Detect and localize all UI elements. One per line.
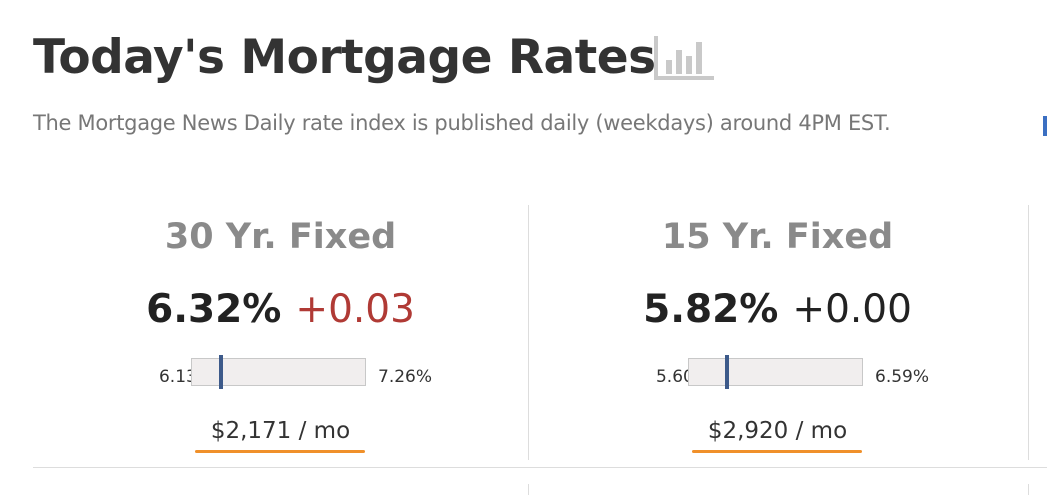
range-marker <box>219 355 224 389</box>
payment-text: $2,920 / mo <box>707 418 848 444</box>
range-high: 6.59% <box>875 367 930 387</box>
rate-value: 5.82% <box>643 287 779 332</box>
divider <box>1028 205 1029 460</box>
payment-underline <box>692 450 862 453</box>
rate-value: 6.32% <box>146 287 282 332</box>
divider <box>33 467 1047 468</box>
monthly-payment: $2,920 / mo <box>530 418 1025 444</box>
rate-card: 30 Yr. Fixed 6.32% +0.03 6.13% 7.26% $2,171 /… <box>33 205 528 465</box>
payment-text: $2,171 / mo <box>210 418 351 444</box>
page-subtitle: The Mortgage News Daily rate index is pu… <box>33 111 891 135</box>
monthly-payment: $2,171 / mo <box>33 418 528 444</box>
range-high: 7.26% <box>378 367 433 387</box>
page-title: Today's Mortgage Rates <box>33 30 656 85</box>
range-marker <box>725 355 730 389</box>
rate-line: 6.32% +0.03 <box>33 287 528 332</box>
rate-change: +0.03 <box>295 287 415 332</box>
chart-icon[interactable] <box>652 36 716 82</box>
range-bar <box>688 355 863 389</box>
rate-card: 15 Yr. Fixed 5.82% +0.00 5.60% 6.59% $2,920 /… <box>530 205 1025 465</box>
product-name: 15 Yr. Fixed <box>661 217 894 257</box>
range-bar <box>191 355 366 389</box>
payment-underline <box>195 450 365 453</box>
rate-line: 5.82% +0.00 <box>530 287 1025 332</box>
divider <box>528 205 529 460</box>
link-fragment[interactable] <box>1043 116 1047 136</box>
product-name: 30 Yr. Fixed <box>164 217 397 257</box>
rate-change: +0.00 <box>792 287 912 332</box>
divider <box>528 484 529 495</box>
divider <box>1028 484 1029 495</box>
